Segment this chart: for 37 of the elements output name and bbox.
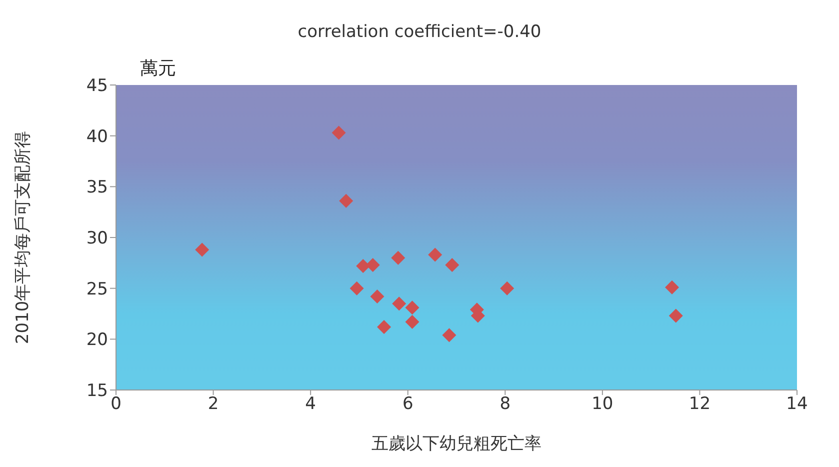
y-tick-label: 35 xyxy=(86,178,108,198)
point xyxy=(391,250,406,265)
point xyxy=(445,258,460,272)
x-tick-label: 14 xyxy=(786,394,808,414)
chart-title: correlation coefficient=-0.40 xyxy=(296,22,542,42)
point xyxy=(392,296,406,311)
x-tick-label: 6 xyxy=(402,394,414,414)
x-axis-title: 五歲以下幼兒粗死亡率 xyxy=(372,434,542,454)
y-axis-title: 2010年平均每戶可支配所得 xyxy=(13,130,34,344)
x-tick-label: 8 xyxy=(500,394,511,414)
y-tick-label: 15 xyxy=(86,381,108,402)
point xyxy=(370,289,384,304)
y-tick-label: 45 xyxy=(86,76,108,96)
point xyxy=(366,258,380,272)
x-tick-label: 4 xyxy=(305,394,316,414)
point xyxy=(428,248,442,262)
y-tick-label: 30 xyxy=(86,228,108,249)
point xyxy=(339,194,354,208)
y-tick-label: 20 xyxy=(86,330,108,350)
x-tick-label: 12 xyxy=(688,394,711,414)
x-tick-label: 0 xyxy=(110,394,122,414)
y-tick-label: 25 xyxy=(86,279,108,300)
point xyxy=(350,281,364,296)
x-tick-label: 10 xyxy=(592,394,614,414)
point xyxy=(356,258,370,273)
point xyxy=(332,126,346,140)
point xyxy=(195,242,210,257)
point xyxy=(405,314,420,329)
point xyxy=(442,328,456,342)
point xyxy=(377,320,392,334)
y-tick-label: 40 xyxy=(86,126,108,147)
point xyxy=(405,300,420,315)
point xyxy=(664,280,679,294)
x-tick-label: 2 xyxy=(208,394,219,414)
point xyxy=(668,308,683,323)
point xyxy=(500,281,514,296)
text: 萬元 xyxy=(140,57,176,80)
